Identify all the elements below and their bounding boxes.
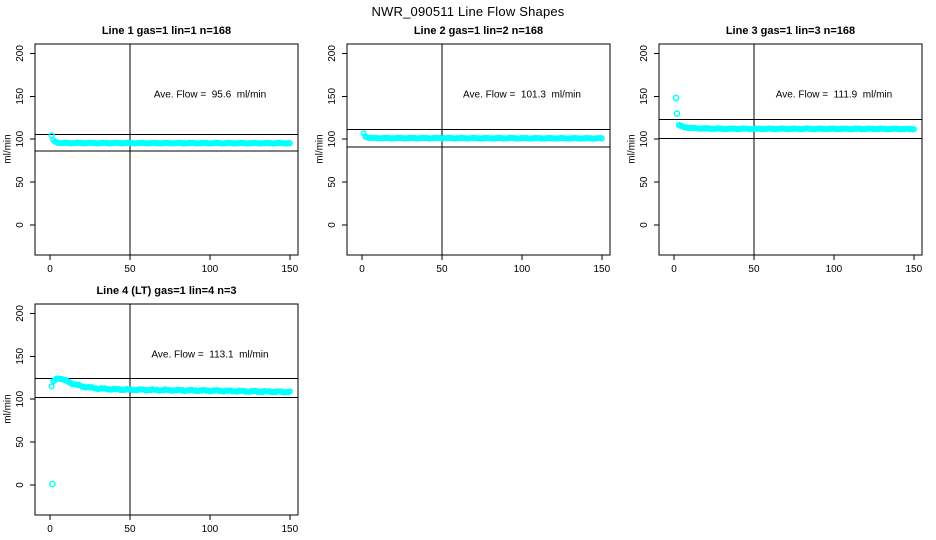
svg-text:0: 0 [15,222,26,228]
svg-text:100: 100 [327,130,338,147]
figure-title: NWR_090511 Line Flow Shapes [371,4,565,19]
plot-area-line-3: 0 50 100 150 0 50 100 150 200 [639,43,923,275]
svg-text:200: 200 [327,45,338,62]
svg-text:200: 200 [15,45,26,62]
ave-flow-annotation: Ave. Flow = 101.3 ml/min [463,89,581,101]
svg-text:150: 150 [639,88,650,105]
subplot-title: Line 4 (LT) gas=1 lin=4 n=3 [96,285,237,297]
y-axis-label: ml/min [314,134,326,164]
svg-text:0: 0 [327,222,338,228]
svg-text:0: 0 [639,222,650,228]
svg-text:150: 150 [15,348,26,365]
svg-text:200: 200 [15,305,26,322]
ave-flow-annotation: Ave. Flow = 95.6 ml/min [153,89,267,101]
svg-text:50: 50 [15,436,26,448]
svg-text:100: 100 [15,130,26,147]
svg-text:0: 0 [47,524,53,535]
svg-text:150: 150 [282,264,299,275]
svg-text:200: 200 [639,45,650,62]
svg-text:150: 150 [594,264,611,275]
subplot-title: Line 2 gas=1 lin=2 n=168 [413,25,544,37]
svg-text:50: 50 [327,176,338,188]
subplot-line-4: 0 50 100 150 0 50 100 150 200 Line 4 (LT) gas=1 … [0,278,312,540]
svg-text:0: 0 [47,264,53,275]
y-axis-label: ml/min [2,394,14,424]
y-axis-label: ml/min [626,134,638,164]
svg-text:50: 50 [639,176,650,188]
plot-area-line-4: 0 50 100 150 0 50 100 150 200 [15,303,299,535]
ave-flow-annotation: Ave. Flow = 113.1 ml/min [151,349,269,361]
svg-text:0: 0 [671,264,677,275]
svg-text:50: 50 [124,524,136,535]
subplot-line-1: 0 50 100 150 0 50 100 150 200 Line 1 gas=1 lin=1… [0,18,312,280]
plot-area-line-1: 0 50 100 150 0 50 100 150 200 [15,43,299,275]
svg-text:150: 150 [15,88,26,105]
svg-text:100: 100 [202,524,219,535]
svg-text:100: 100 [514,264,531,275]
y-axis-label: ml/min [2,134,14,164]
ave-flow-annotation: Ave. Flow = 111.9 ml/min [775,89,893,101]
svg-text:100: 100 [826,264,843,275]
svg-text:100: 100 [202,264,219,275]
svg-text:100: 100 [639,130,650,147]
subplot-line-2: 0 50 100 150 0 50 100 150 200 Line 2 gas=1 lin=2… [312,18,624,280]
svg-text:0: 0 [359,264,365,275]
plot-area-line-2: 0 50 100 150 0 50 100 150 200 [327,43,611,275]
subplot-line-3: 0 50 100 150 0 50 100 150 200 Line 3 gas=1 lin=3… [624,18,936,280]
svg-text:150: 150 [327,88,338,105]
svg-text:50: 50 [436,264,448,275]
svg-text:0: 0 [15,482,26,488]
svg-text:150: 150 [906,264,923,275]
svg-text:100: 100 [15,390,26,407]
svg-text:50: 50 [15,176,26,188]
svg-text:50: 50 [748,264,760,275]
svg-text:150: 150 [282,524,299,535]
svg-text:50: 50 [124,264,136,275]
subplot-title: Line 1 gas=1 lin=1 n=168 [101,25,232,37]
subplot-title: Line 3 gas=1 lin=3 n=168 [725,25,856,37]
